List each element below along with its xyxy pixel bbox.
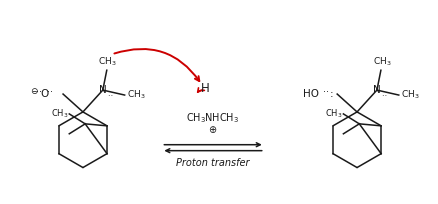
Text: CH$_3$: CH$_3$ xyxy=(98,56,117,68)
Text: CH$_3$: CH$_3$ xyxy=(372,56,390,68)
Text: CH$_3$: CH$_3$ xyxy=(126,89,145,101)
Text: $\oplus$: $\oplus$ xyxy=(208,124,217,135)
Text: H: H xyxy=(200,82,209,95)
Text: ·​·: ·​· xyxy=(107,92,113,101)
Text: CH$_3$: CH$_3$ xyxy=(400,89,418,101)
Text: CH$_3$: CH$_3$ xyxy=(324,108,342,120)
Text: :: : xyxy=(329,89,333,99)
Text: ·​·: ·​· xyxy=(36,87,42,97)
Text: ·​·: ·​· xyxy=(47,87,53,97)
Text: $\ominus$: $\ominus$ xyxy=(30,86,39,96)
Text: HO: HO xyxy=(303,89,318,99)
Text: ··: ·· xyxy=(322,87,328,97)
Text: N: N xyxy=(99,85,106,95)
Text: Proton transfer: Proton transfer xyxy=(176,157,249,167)
Text: CH$_3$: CH$_3$ xyxy=(51,108,68,120)
Text: CH$_3$NHCH$_3$: CH$_3$NHCH$_3$ xyxy=(186,111,239,125)
Text: O: O xyxy=(40,89,48,99)
Text: N: N xyxy=(372,85,380,95)
Text: ·​·: ·​· xyxy=(381,92,386,101)
